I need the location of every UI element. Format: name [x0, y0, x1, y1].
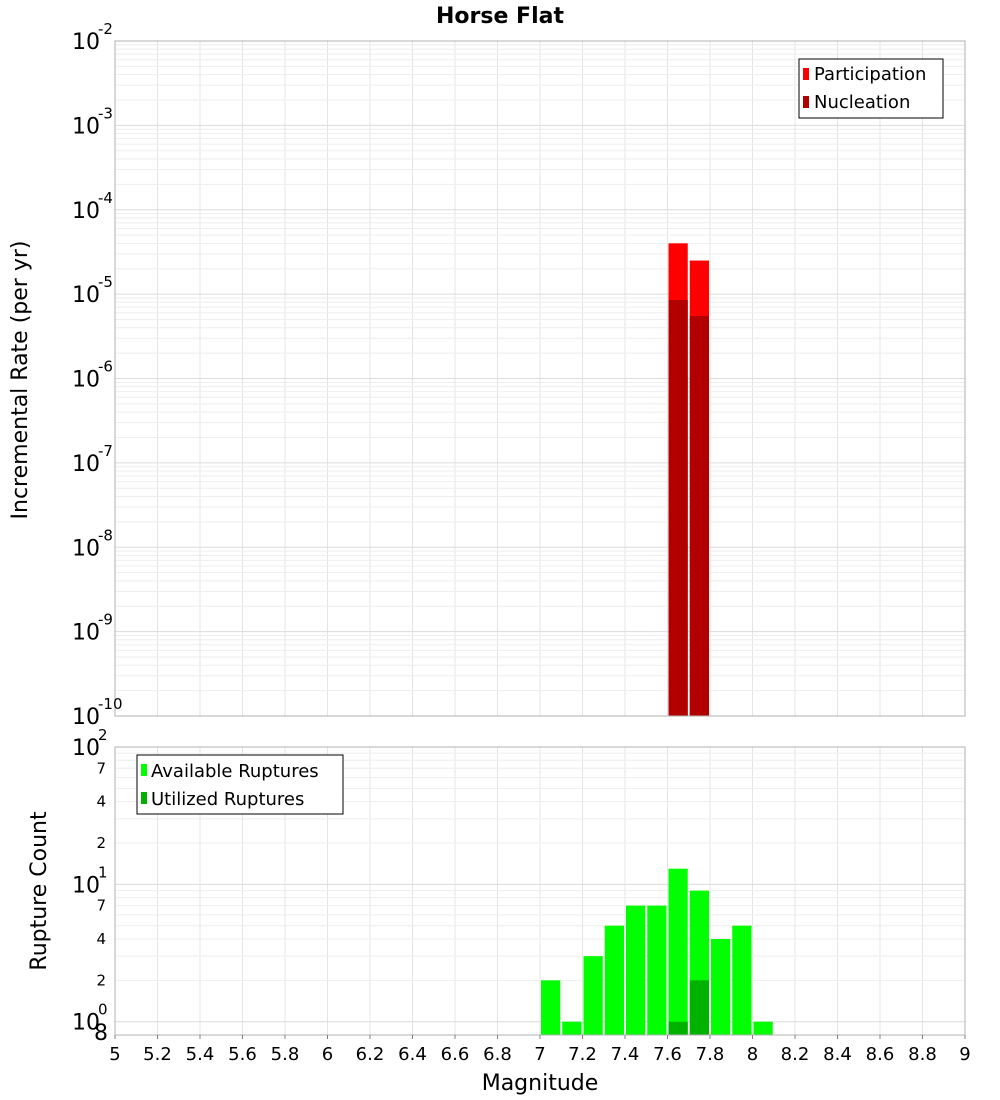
bottom-y-axis-label: Rupture Count — [27, 811, 52, 971]
bottom-y-tick-label: 101 — [72, 863, 108, 898]
bottom-bar-available-ruptures — [604, 925, 624, 1035]
legend-swatch-participation — [803, 68, 809, 80]
bottom-bar-available-ruptures — [711, 939, 731, 1035]
legend-swatch-utilized — [141, 792, 147, 804]
top-y-tick-exp: -10 — [98, 695, 123, 713]
x-tick-label: 9 — [959, 1044, 970, 1065]
x-tick-label: 6.4 — [398, 1044, 427, 1065]
top-y-tick-base: 10 — [72, 283, 100, 308]
top-y-tick-exp: -4 — [98, 189, 113, 207]
top-y-tick-exp: -8 — [98, 526, 113, 544]
top-plot-border — [114, 40, 966, 717]
legend-label-available: Available Ruptures — [151, 761, 319, 782]
top-y-tick-exp: -5 — [98, 273, 113, 291]
bottom-bar-available-ruptures — [583, 956, 603, 1035]
bottom-bar-available-ruptures — [562, 1021, 582, 1035]
legend-swatch-available — [141, 764, 147, 776]
top-y-tick-label: 10-6 — [72, 358, 113, 393]
bottom-bar-available-ruptures — [753, 1021, 773, 1035]
top-legend-box — [798, 58, 944, 119]
top-y-tick-exp: -6 — [98, 358, 113, 376]
bottom-y-tick-exp: 1 — [98, 863, 108, 881]
x-tick-label: 5.2 — [143, 1044, 172, 1065]
bottom-bar-available-ruptures — [732, 925, 752, 1035]
bottom-bar-utilized-ruptures — [668, 1021, 688, 1035]
bottom-y-tick-base: 10 — [72, 873, 100, 898]
bottom-y-tick-exp: 2 — [98, 726, 108, 744]
top-y-tick-base: 10 — [72, 368, 100, 393]
x-tick-label: 8.8 — [908, 1044, 937, 1065]
top-y-axis-label: Incremental Rate (per yr) — [8, 241, 33, 520]
top-bar-nucleation — [668, 300, 688, 716]
top-y-tick-base: 10 — [72, 621, 100, 646]
bottom-bar-available-ruptures — [541, 980, 561, 1035]
top-y-tick-label: 10-10 — [72, 695, 123, 730]
x-tick-label: 7.8 — [696, 1044, 725, 1065]
bottom-bar-utilized-ruptures — [689, 980, 709, 1035]
bottom-y-minor-tick-label: 2 — [96, 971, 106, 989]
top-y-tick-label: 10-2 — [72, 20, 113, 55]
x-tick-label: 8.4 — [823, 1044, 852, 1065]
x-tick-label: 6.6 — [441, 1044, 470, 1065]
bottom-y-minor-tick-label: 8 — [94, 1021, 108, 1046]
bottom-y-minor-tick-label: 2 — [96, 834, 106, 852]
legend-label-utilized: Utilized Ruptures — [151, 789, 304, 810]
bottom-y-minor-tick-label: 7 — [96, 897, 106, 915]
top-y-tick-base: 10 — [72, 536, 100, 561]
bottom-legend-box — [136, 754, 344, 815]
bottom-y-minor-tick-label: 7 — [96, 759, 106, 777]
x-tick-label: 7.4 — [611, 1044, 640, 1065]
top-y-tick-exp: -3 — [98, 104, 113, 122]
top-y-tick-label: 10-9 — [72, 611, 113, 646]
x-tick-label: 6.2 — [356, 1044, 385, 1065]
x-tick-label: 5.4 — [186, 1044, 215, 1065]
top-y-tick-exp: -9 — [98, 611, 113, 629]
top-y-tick-label: 10-4 — [72, 189, 113, 224]
legend-label-participation: Participation — [814, 64, 926, 85]
bottom-y-minor-tick-label: 4 — [96, 793, 106, 811]
x-tick-label: 6 — [322, 1044, 333, 1065]
top-y-tick-base: 10 — [72, 705, 100, 730]
legend-swatch-nucleation — [803, 96, 809, 108]
x-tick-label: 5 — [109, 1044, 120, 1065]
top-y-tick-label: 10-5 — [72, 273, 113, 308]
x-tick-label: 5.8 — [271, 1044, 300, 1065]
bottom-bar-available-ruptures — [668, 868, 688, 1035]
bottom-y-tick-base: 10 — [72, 1011, 100, 1036]
top-y-tick-base: 10 — [72, 199, 100, 224]
top-y-tick-label: 10-3 — [72, 104, 113, 139]
x-tick-label: 8.6 — [866, 1044, 895, 1065]
bottom-y-tick-label: 100 — [72, 1001, 108, 1036]
top-y-tick-label: 10-7 — [72, 442, 113, 477]
chart-title: Horse Flat — [436, 4, 564, 29]
top-y-tick-base: 10 — [72, 452, 100, 477]
x-tick-label: 7.6 — [653, 1044, 682, 1065]
x-axis-label: Magnitude — [482, 1071, 599, 1096]
bottom-y-minor-tick-label: 4 — [96, 930, 106, 948]
bottom-y-tick-base: 10 — [72, 736, 100, 761]
top-y-tick-label: 10-8 — [72, 526, 113, 561]
bottom-y-tick-label: 102 — [72, 726, 108, 761]
top-y-tick-exp: -7 — [98, 442, 113, 460]
bottom-y-tick-exp: 0 — [98, 1001, 108, 1019]
x-tick-label: 7 — [534, 1044, 545, 1065]
legend-label-nucleation: Nucleation — [814, 92, 910, 113]
bottom-bar-available-ruptures — [626, 905, 646, 1035]
top-bar-nucleation — [689, 316, 709, 716]
x-tick-label: 7.2 — [568, 1044, 597, 1065]
x-tick-label: 5.6 — [228, 1044, 257, 1065]
top-legend: Participation Nucleation — [798, 58, 944, 119]
bottom-bar-available-ruptures — [647, 905, 667, 1035]
top-y-tick-base: 10 — [72, 114, 100, 139]
top-y-tick-exp: -2 — [98, 20, 113, 38]
x-tick-label: 8 — [747, 1044, 758, 1065]
bottom-legend: Available Ruptures Utilized Ruptures — [136, 754, 344, 815]
x-tick-label: 8.2 — [781, 1044, 810, 1065]
x-tick-label: 6.8 — [483, 1044, 512, 1065]
top-y-tick-base: 10 — [72, 30, 100, 55]
